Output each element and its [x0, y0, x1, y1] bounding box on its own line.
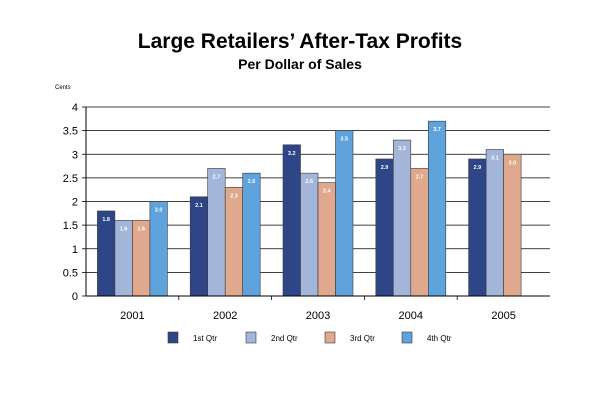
bar: [149, 201, 168, 297]
bar: [317, 182, 336, 297]
bar: [242, 172, 261, 297]
y-tick-labels: 0 0.5 1 1.5 2 2.5 3 3.5 4: [63, 102, 78, 303]
data-label: 2.0: [155, 208, 163, 214]
bar: [375, 158, 394, 297]
bar: [300, 172, 319, 297]
data-label: 3.0: [509, 160, 517, 166]
bar: [282, 144, 301, 297]
y-tick-label: 3.5: [63, 126, 78, 138]
bar: [97, 210, 116, 297]
y-tick-label: 1.5: [63, 220, 78, 232]
data-label: 2.6: [305, 179, 313, 185]
data-labels: 1.8 1.6 1.6 2.0 2.1 2.7 2.3 2.6 3.2 2.6 2.4 3.5 2.9 3…: [102, 127, 516, 232]
data-label: 3.7: [433, 127, 441, 133]
x-tick-label: 2004: [399, 310, 423, 322]
data-label: 1.6: [120, 226, 128, 232]
y-tick-label: 1: [72, 244, 78, 256]
legend-label: 3rd Qtr: [350, 334, 375, 343]
bar: [207, 168, 226, 297]
axes: [82, 106, 550, 300]
legend: 1st Qtr 2nd Qtr 3rd Qtr 4th Qtr: [167, 331, 452, 344]
bar: [503, 153, 522, 297]
bar: [485, 149, 504, 297]
data-label: 2.4: [323, 189, 332, 195]
bar: [427, 120, 447, 297]
data-label: 1.8: [102, 217, 110, 223]
legend-swatch: [167, 331, 179, 344]
y-tick-label: 0.5: [63, 267, 78, 279]
data-label: 2.7: [213, 174, 221, 180]
y-tick-label: 2.5: [63, 173, 78, 185]
chart-subtitle: Per Dollar of Sales: [238, 56, 362, 72]
data-label: 2.9: [381, 165, 389, 171]
data-label: 3.2: [288, 151, 296, 157]
data-label: 2.7: [416, 174, 424, 180]
y-axis-label: Cents: [55, 85, 71, 91]
data-label: 2.3: [230, 193, 238, 199]
legend-swatch: [245, 331, 257, 344]
data-label: 2.6: [248, 179, 256, 185]
bar: [392, 139, 412, 297]
bar: [335, 130, 354, 297]
y-tick-label: 3: [72, 149, 78, 161]
legend-swatch: [324, 331, 336, 344]
x-tick-label: 2003: [306, 310, 330, 322]
x-tick-labels: 2001 2002 2003 2004 2005: [120, 310, 516, 322]
data-label: 1.6: [137, 226, 145, 232]
legend-label: 1st Qtr: [193, 334, 217, 343]
data-label: 3.5: [340, 137, 348, 143]
x-tick-label: 2001: [120, 310, 144, 322]
bars: [97, 120, 522, 297]
bar: [410, 168, 429, 297]
legend-swatch: [401, 331, 413, 344]
x-tick-label: 2005: [491, 310, 515, 322]
x-tick-label: 2002: [213, 310, 237, 322]
bar: [224, 187, 243, 297]
y-tick-label: 4: [72, 102, 78, 114]
chart-title: Large Retailers’ After-Tax Profits: [137, 30, 463, 53]
data-label: 3.1: [491, 156, 499, 162]
bar: [468, 158, 487, 297]
data-label: 2.1: [195, 203, 203, 209]
y-tick-label: 2: [72, 197, 78, 209]
y-tick-label: 0: [72, 291, 78, 303]
data-label: 2.9: [474, 165, 482, 171]
legend-label: 4th Qtr: [427, 334, 452, 343]
data-label: 3.3: [398, 146, 406, 152]
legend-label: 2nd Qtr: [271, 334, 298, 343]
bar: [189, 196, 208, 297]
